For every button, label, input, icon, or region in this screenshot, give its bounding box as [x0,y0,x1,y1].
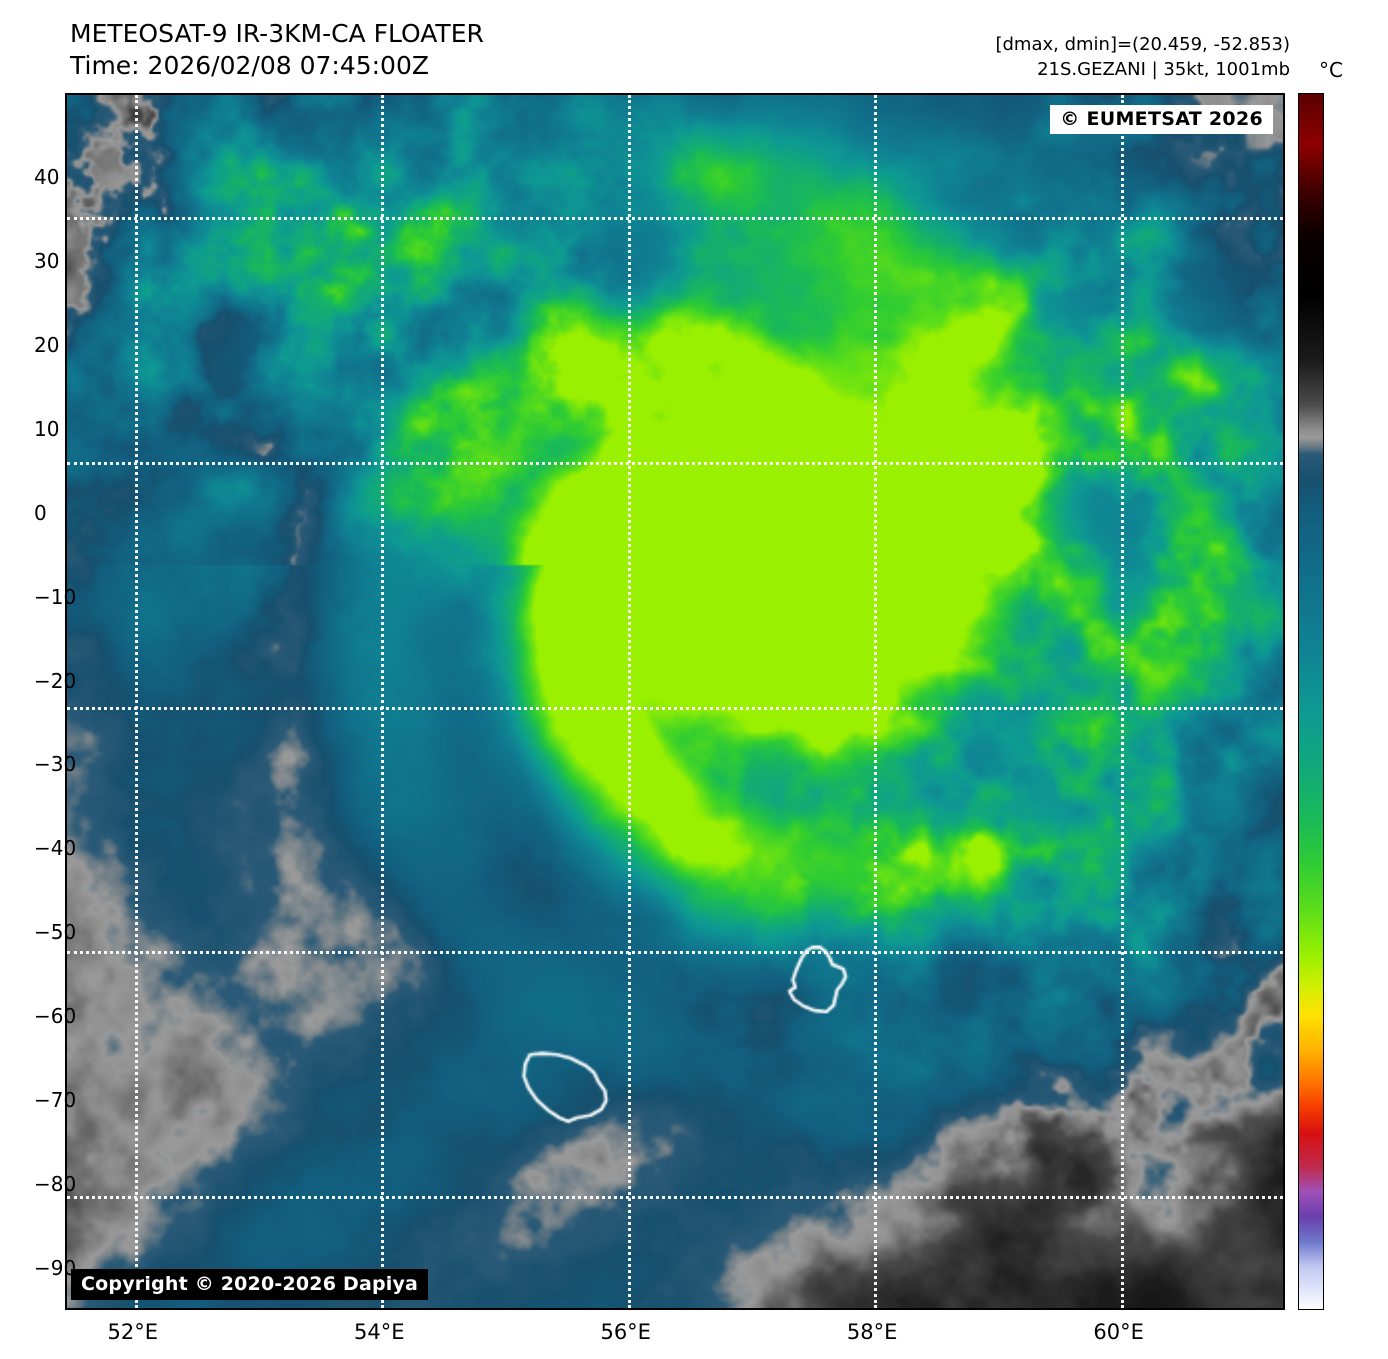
gridline-longitude-52 [134,95,138,1308]
gridline-longitude-56 [627,95,631,1308]
colorbar-tick-minus40: −40 [34,836,77,861]
gridline-latitude-14 [67,217,1283,221]
gridline-longitude-54 [381,95,385,1308]
colorbar-tick-minus60: −60 [34,1004,77,1029]
colorbar-tick-minus10: −10 [34,584,77,609]
colorbar-tick-minus50: −50 [34,920,77,945]
temperature-colorbar [1298,93,1324,1310]
timestamp-label: Time: 2026/02/08 07:45:00Z [70,51,429,80]
colorbar-tick-20: 20 [34,332,60,357]
satellite-image-panel: © EUMETSAT 2026 Copyright © 2020-2026 Da… [65,93,1285,1310]
colorbar-tick-minus90: −90 [34,1256,77,1281]
eumetsat-copyright-badge: © EUMETSAT 2026 [1050,105,1273,134]
gridline-longitude-58 [874,95,878,1308]
page-title: METEOSAT-9 IR-3KM-CA FLOATER [70,19,484,48]
colorbar-gradient [1298,93,1324,1310]
gridline-latitude-20 [67,951,1283,955]
colorbar-tick-minus80: −80 [34,1172,77,1197]
gridline-latitude-18 [67,706,1283,710]
header-metadata-block: [dmax, dmin]=(20.459, -52.853) 21S.GEZAN… [995,32,1290,82]
colorbar-unit-label: °C [1319,58,1343,82]
xtick-label-60E: 60°E [1093,1320,1144,1344]
gridline-latitude-22 [67,1195,1283,1199]
storm-info-label: 21S.GEZANI | 35kt, 1001mb [1037,59,1290,80]
colorbar-tick-minus20: −20 [34,668,77,693]
colorbar-tick-10: 10 [34,416,60,441]
colorbar-tick-minus30: −30 [34,752,77,777]
dmax-dmin-label: [dmax, dmin]=(20.459, -52.853) [995,34,1290,55]
xtick-label-58E: 58°E [846,1320,898,1344]
gridline-latitude-16 [67,461,1283,465]
header-title-block: METEOSAT-9 IR-3KM-CA FLOATER Time: 2026/… [70,18,484,82]
colorbar-tick-40: 40 [34,164,60,189]
xtick-label-52E: 52°E [107,1320,159,1344]
colorbar-tick-30: 30 [34,248,60,273]
xtick-label-54E: 54°E [353,1320,405,1344]
colorbar-tick-minus70: −70 [34,1088,77,1113]
infrared-satellite-imagery [67,95,1283,1308]
colorbar-tick-0: 0 [34,500,47,525]
xtick-label-56E: 56°E [600,1320,651,1344]
gridline-longitude-60 [1120,95,1124,1308]
dapiya-copyright-badge: Copyright © 2020-2026 Dapiya [71,1269,429,1300]
